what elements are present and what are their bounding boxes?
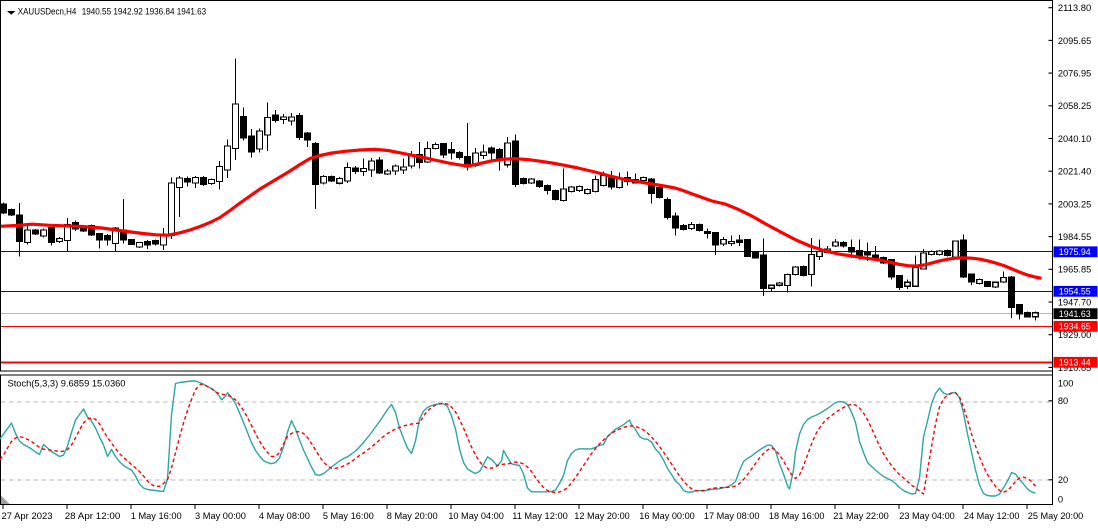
svg-text:1965.85: 1965.85 [1058, 265, 1091, 276]
svg-text:4 May 08:00: 4 May 08:00 [259, 511, 310, 522]
svg-text:1910.85: 1910.85 [1058, 363, 1091, 374]
svg-text:20: 20 [1058, 475, 1068, 486]
svg-text:2076.95: 2076.95 [1058, 69, 1091, 80]
svg-text:80: 80 [1058, 396, 1068, 407]
svg-text:21 May 22:00: 21 May 22:00 [833, 511, 889, 522]
svg-text:28 Apr 12:00: 28 Apr 12:00 [65, 511, 121, 522]
svg-text:XAUUSDecn,H4: XAUUSDecn,H4 [18, 6, 77, 17]
svg-text:5 May 16:00: 5 May 16:00 [323, 511, 374, 522]
svg-text:1954.55: 1954.55 [1059, 287, 1091, 298]
svg-text:12 May 20:00: 12 May 20:00 [574, 511, 630, 522]
svg-text:18 May 16:00: 18 May 16:00 [769, 511, 825, 522]
svg-text:1 May 16:00: 1 May 16:00 [131, 511, 182, 522]
svg-text:Stoch(5,3,3) 9.6859 15.0360: Stoch(5,3,3) 9.6859 15.0360 [8, 379, 126, 390]
svg-text:2095.65: 2095.65 [1058, 36, 1091, 47]
svg-text:3 May 00:00: 3 May 00:00 [195, 511, 246, 522]
svg-text:8 May 20:00: 8 May 20:00 [387, 511, 438, 522]
svg-text:1913.44: 1913.44 [1059, 358, 1091, 369]
svg-text:1929.00: 1929.00 [1058, 330, 1091, 341]
svg-text:27 Apr 2023: 27 Apr 2023 [2, 511, 53, 522]
svg-text:10 May 04:00: 10 May 04:00 [448, 511, 504, 522]
svg-text:1934.65: 1934.65 [1059, 322, 1091, 333]
svg-text:1984.55: 1984.55 [1058, 232, 1091, 243]
svg-text:2113.80: 2113.80 [1058, 3, 1091, 14]
svg-text:24 May 12:00: 24 May 12:00 [964, 511, 1020, 522]
svg-text:1940.55 1942.92 1936.84 1941.6: 1940.55 1942.92 1936.84 1941.63 [82, 6, 207, 17]
svg-text:17 May 08:00: 17 May 08:00 [704, 511, 760, 522]
svg-text:100: 100 [1058, 379, 1074, 390]
svg-text:0: 0 [1058, 495, 1063, 506]
svg-text:2058.25: 2058.25 [1058, 101, 1091, 112]
svg-text:1941.63: 1941.63 [1059, 309, 1091, 320]
svg-text:25 May 20:00: 25 May 20:00 [1028, 511, 1084, 522]
svg-text:16 May 00:00: 16 May 00:00 [639, 511, 695, 522]
svg-text:1975.94: 1975.94 [1059, 247, 1091, 258]
svg-text:11 May 12:00: 11 May 12:00 [512, 511, 568, 522]
svg-text:2040.10: 2040.10 [1058, 134, 1091, 145]
svg-text:23 May 04:00: 23 May 04:00 [899, 511, 955, 522]
svg-text:1947.70: 1947.70 [1058, 297, 1091, 308]
svg-text:2021.40: 2021.40 [1058, 167, 1091, 178]
svg-text:2003.25: 2003.25 [1058, 199, 1091, 210]
